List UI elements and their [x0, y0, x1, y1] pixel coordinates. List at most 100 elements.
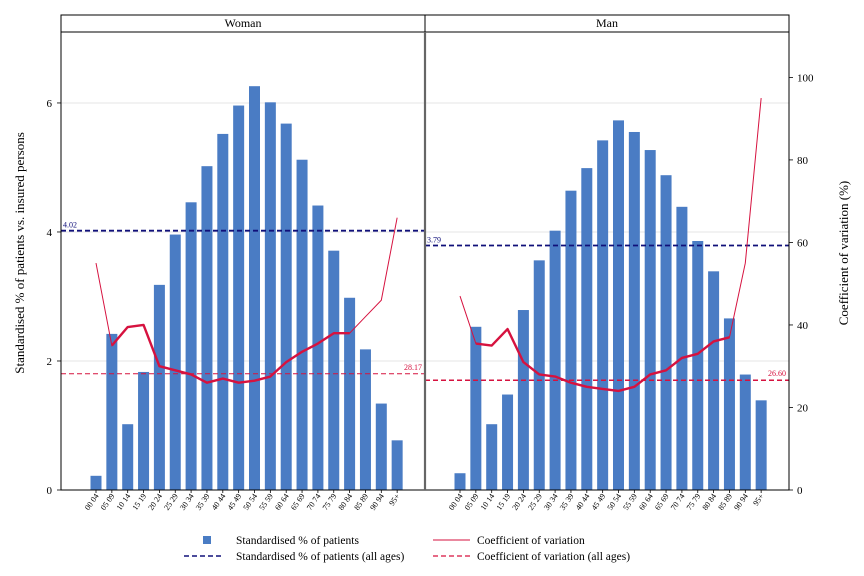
- bar: [375, 403, 387, 490]
- bar: [169, 234, 181, 490]
- x-tick-label: 10 14: [479, 492, 497, 512]
- bar: [122, 424, 134, 490]
- bar: [660, 175, 672, 490]
- x-tick-label: 25 29: [526, 492, 544, 512]
- bar: [280, 123, 292, 490]
- bar: [359, 349, 371, 490]
- bars: [90, 86, 767, 491]
- reference-label-cv: 26.60: [768, 369, 786, 378]
- bar: [644, 150, 656, 490]
- bar: [581, 168, 593, 490]
- bar: [517, 310, 529, 490]
- cv-line-bold: [110, 323, 350, 384]
- x-tick-label: 55 59: [257, 492, 275, 512]
- bar: [296, 159, 308, 490]
- y2-tick-label: 100: [797, 72, 814, 84]
- x-tick-label: 70 74: [305, 492, 323, 512]
- bar: [90, 475, 102, 490]
- bar: [217, 133, 229, 490]
- x-tick-label: 75 79: [685, 492, 703, 512]
- y-tick-label: 6: [47, 98, 53, 110]
- bar: [676, 206, 688, 490]
- panel-title: Man: [596, 16, 618, 30]
- x-tick-label: 20 24: [146, 492, 164, 512]
- x-tick-label: 80 84: [701, 492, 719, 512]
- panel-title: Woman: [224, 16, 261, 30]
- x-tick-label: 50 54: [605, 492, 623, 512]
- legend-bar-label: Standardised % of patients: [236, 535, 359, 547]
- x-tick-label: 90 94: [732, 492, 750, 512]
- x-tick-label: 30 34: [178, 492, 196, 512]
- legend-bar-swatch: [203, 536, 211, 544]
- x-tick-label: 00 04: [447, 492, 465, 512]
- bar: [723, 318, 735, 490]
- x-tick-label: 10 14: [115, 492, 133, 512]
- x-tick-label: 95+: [751, 492, 766, 508]
- bar: [628, 131, 640, 491]
- x-tick-label: 55 59: [621, 492, 639, 512]
- bar: [486, 424, 498, 490]
- bar: [597, 140, 609, 490]
- legend: Standardised % of patients Coefficient o…: [184, 535, 630, 563]
- bar: [565, 190, 577, 490]
- x-tick-label: 15 19: [494, 492, 512, 512]
- x-tick-label: 45 49: [590, 492, 608, 512]
- legend-refcv-label: Coefficient of variation (all ages): [477, 551, 630, 563]
- bar: [153, 284, 165, 490]
- x-tick-label: 65 69: [289, 492, 307, 512]
- y2-tick-label: 40: [797, 320, 809, 332]
- cv-line-bold: [475, 327, 730, 393]
- x-tick-label: 85 89: [716, 492, 734, 512]
- y-tick-label: 0: [47, 485, 53, 497]
- y2-axis-title: Coefficient of variation (%): [836, 181, 851, 326]
- bar: [201, 166, 213, 490]
- x-tick-label: 50 54: [241, 492, 259, 512]
- bar: [138, 371, 150, 490]
- x-tick-label: 05 09: [99, 492, 117, 512]
- reference-label-patients: 3.79: [427, 236, 441, 245]
- x-tick-label: 90 94: [368, 492, 386, 512]
- bar: [613, 120, 624, 491]
- x-tick-label: 60 64: [637, 492, 655, 512]
- x-tick-label: 45 49: [226, 492, 244, 512]
- y2-tick-label: 20: [797, 402, 809, 414]
- x-tick-label: 15 19: [130, 492, 148, 512]
- bar: [470, 326, 482, 490]
- x-tick-label: 30 34: [542, 492, 560, 512]
- x-tick-label: 40 44: [210, 492, 228, 512]
- x-tick-label: 20 24: [510, 492, 528, 512]
- bar: [692, 241, 704, 490]
- bar: [391, 440, 403, 490]
- x-tick-label: 80 84: [337, 492, 355, 512]
- y2-tick-label: 0: [797, 485, 803, 497]
- x-tick-label: 35 39: [558, 492, 576, 512]
- x-tick-label: 70 74: [669, 492, 687, 512]
- bar: [454, 473, 466, 490]
- y-tick-label: 2: [47, 356, 53, 368]
- bar: [312, 205, 324, 491]
- reference-label-cv: 28.17: [404, 363, 422, 372]
- x-tick-label: 60 64: [273, 492, 291, 512]
- x-tick-label: 65 69: [653, 492, 671, 512]
- panel-frames: Woman Man: [60, 14, 790, 491]
- x-tick-label: 40 44: [574, 492, 592, 512]
- x-tick-label: 05 09: [463, 492, 481, 512]
- x-tick-label: 75 79: [321, 492, 339, 512]
- bar: [739, 374, 751, 490]
- y2-tick-label: 60: [797, 237, 809, 249]
- reference-label-patients: 4.02: [63, 221, 77, 230]
- bar: [328, 250, 340, 490]
- y-axis-title: Standardised % of patients vs. insured p…: [12, 132, 27, 374]
- bar: [344, 297, 356, 490]
- x-tick-label: 35 39: [194, 492, 212, 512]
- reference-lines: 4.02 28.17 3.79 26.60: [61, 221, 789, 382]
- bar: [249, 86, 260, 490]
- x-tick-label: 25 29: [162, 492, 180, 512]
- y2-tick-label: 80: [797, 155, 809, 167]
- legend-cv-label: Coefficient of variation: [477, 535, 585, 547]
- bar: [502, 394, 514, 490]
- legend-refbar-label: Standardised % of patients (all ages): [236, 551, 404, 563]
- x-tick-label: 00 04: [83, 492, 101, 512]
- cv-lines: [95, 97, 762, 393]
